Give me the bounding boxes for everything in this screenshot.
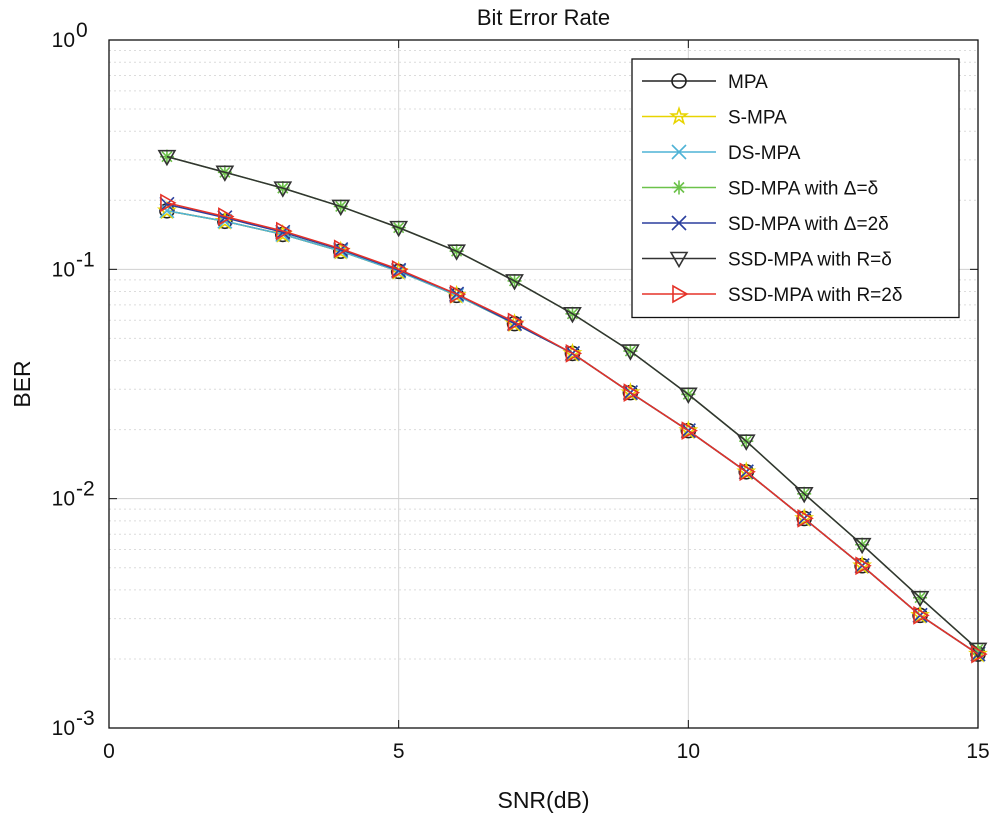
legend-box	[631, 58, 960, 319]
asterisk-marker	[672, 180, 686, 195]
triangle-right-marker	[218, 207, 235, 226]
y-tick-label: 10	[52, 29, 75, 52]
plot-frame	[108, 39, 979, 729]
triangle-right-marker	[971, 644, 988, 664]
triangle-down-marker	[736, 434, 756, 451]
legend-entry: MPA	[642, 72, 768, 93]
x-marker	[333, 241, 349, 258]
triangle-right-marker	[739, 462, 756, 482]
star-marker	[669, 106, 689, 125]
series-line	[166, 202, 979, 655]
y-tick-exponent: -2	[76, 478, 95, 501]
triangle-right-marker	[333, 239, 351, 259]
legend-entry: SD-MPA with Δ=2δ	[642, 214, 889, 235]
series-7	[160, 193, 988, 664]
triangle-right-marker	[913, 605, 930, 625]
legend-entry: SSD-MPA with R=δ	[642, 250, 892, 271]
y-tick-base: 10	[52, 258, 75, 281]
y-tick-exponent: 0	[76, 19, 88, 42]
triangle-down-marker	[794, 487, 814, 504]
y-tick-label: 10	[52, 717, 75, 740]
x-tick-label: 10	[677, 740, 700, 763]
y-tick-base: 10	[52, 29, 75, 52]
triangle-right-marker	[391, 259, 409, 279]
x-marker	[449, 287, 465, 303]
legend-label: SD-MPA with Δ=2δ	[728, 214, 889, 235]
x-marker	[671, 144, 687, 160]
x-tick-label: 0	[103, 740, 115, 763]
triangle-right-marker	[797, 509, 814, 528]
triangle-down-marker	[505, 274, 524, 291]
triangle-down-marker	[968, 642, 988, 660]
y-tick-label: 10	[52, 488, 75, 511]
chart-title: Bit Error Rate	[477, 5, 610, 30]
x-marker	[217, 210, 233, 226]
triangle-down-marker	[678, 387, 698, 404]
y-tick-exponent: -1	[76, 248, 95, 271]
y-tick-base: 10	[52, 488, 75, 511]
x-tick-label: 15	[966, 740, 989, 763]
series-6	[157, 149, 988, 660]
triangle-down-marker	[447, 244, 466, 261]
legend-label: DS-MPA	[728, 143, 801, 164]
triangle-right-marker	[623, 383, 641, 403]
x-tick-label: 5	[393, 740, 405, 763]
legend: MPA S-MPA DS-MPA SD-MPA with Δ=δ SD-MPA with…	[631, 58, 960, 319]
y-tick-label: 10	[52, 258, 75, 281]
legend-entry: SD-MPA with Δ=δ	[642, 179, 878, 200]
triangle-down-marker	[563, 306, 582, 324]
triangle-right-marker	[565, 344, 583, 363]
triangle-right-marker	[507, 312, 525, 332]
triangle-right-marker	[449, 284, 467, 304]
circle-marker	[671, 73, 687, 89]
triangle-right-marker	[160, 193, 177, 213]
legend-label: SSD-MPA with R=δ	[728, 250, 892, 271]
legend-label: MPA	[728, 72, 768, 93]
triangle-down-marker	[331, 199, 351, 217]
y-axis-title: BER	[9, 360, 35, 407]
y-tick-base: 10	[52, 717, 75, 740]
triangle-down-marker	[215, 165, 235, 182]
triangle-right-marker	[276, 221, 293, 241]
triangle-right-marker	[672, 284, 689, 304]
triangle-down-marker	[910, 590, 930, 608]
triangle-down-marker	[669, 251, 689, 269]
y-tick-exponent: -3	[76, 707, 95, 730]
x-axis-title: SNR(dB)	[497, 787, 589, 813]
x-marker	[275, 224, 291, 240]
legend-entry: DS-MPA	[642, 143, 801, 164]
triangle-down-marker	[389, 220, 409, 238]
legend-label: SSD-MPA with R=2δ	[728, 285, 902, 306]
legend-entry: SSD-MPA with R=2δ	[642, 284, 902, 306]
x-marker	[391, 262, 407, 278]
triangle-right-marker	[855, 556, 872, 576]
series-line	[166, 155, 979, 651]
triangle-down-marker	[852, 537, 872, 555]
series-layer	[156, 149, 988, 664]
x-marker	[671, 215, 687, 231]
triangle-down-marker	[157, 149, 177, 167]
legend-entry: S-MPA	[642, 106, 787, 129]
legend-label: SD-MPA with Δ=δ	[728, 179, 878, 200]
triangle-down-marker	[621, 344, 640, 361]
x-marker	[159, 196, 175, 212]
triangle-right-marker	[681, 421, 698, 441]
triangle-down-marker	[273, 181, 293, 198]
legend-label: S-MPA	[728, 108, 787, 129]
